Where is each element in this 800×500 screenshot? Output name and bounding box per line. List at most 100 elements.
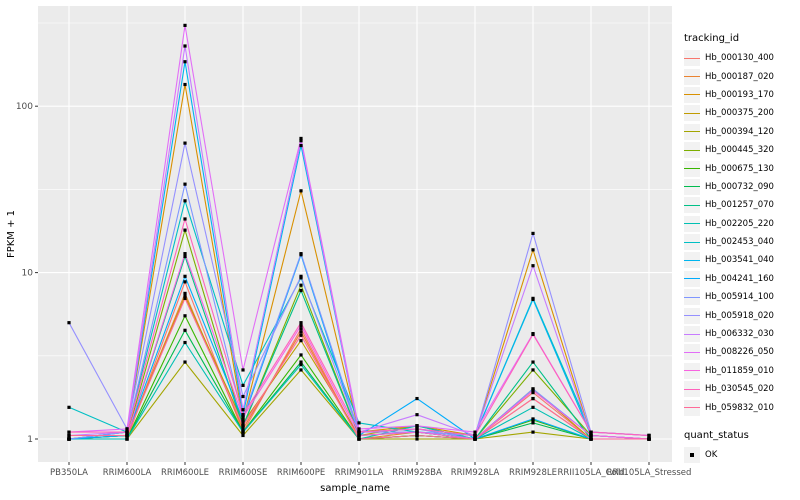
legend-line-swatch [684, 351, 700, 353]
legend-key [684, 50, 700, 67]
data-point [241, 433, 245, 438]
data-point [241, 383, 245, 387]
legend-item-label: Hb_008226_050 [705, 347, 774, 358]
data-point [241, 394, 245, 399]
legend-item-label: Hb_002205_220 [705, 218, 774, 229]
legend-item-label: Hb_011859_010 [705, 365, 774, 376]
legend-key [684, 326, 700, 343]
data-point [183, 328, 187, 332]
data-point [67, 437, 71, 441]
data-point [241, 408, 245, 412]
data-point [183, 217, 187, 221]
legend-item-label: Hb_059832_010 [705, 402, 774, 413]
data-point [531, 405, 535, 409]
data-point [299, 139, 303, 143]
data-point [415, 437, 419, 441]
y-tick-label: 100 [16, 102, 33, 112]
legend-line-swatch [684, 407, 700, 409]
legend-line-swatch [684, 76, 700, 78]
ok-point-icon [690, 453, 694, 457]
x-tick-label: RRII105LA_Cold [558, 468, 625, 478]
data-point [183, 60, 187, 64]
data-point [589, 437, 593, 441]
data-point [473, 437, 477, 441]
legend-item: Hb_030545_020 [684, 380, 796, 398]
data-point [647, 437, 651, 441]
legend-line-swatch [684, 296, 700, 298]
legend-item-label: Hb_002453_040 [705, 237, 774, 248]
data-point [473, 430, 477, 434]
data-point [357, 421, 361, 425]
data-point [299, 136, 303, 141]
x-axis-title: sample_name [320, 483, 390, 494]
legend-panel: tracking_id Hb_000130_400 Hb_000187_020 Hb… [684, 33, 796, 464]
data-point [183, 82, 187, 87]
data-point [531, 389, 535, 393]
y-tick-label: 10 [22, 269, 34, 279]
legend-line-swatch [684, 204, 700, 206]
data-point [183, 280, 187, 284]
data-point [531, 297, 535, 302]
data-point [241, 413, 245, 417]
legend-key [684, 381, 700, 398]
legend-line-swatch [684, 223, 700, 225]
x-tick-label: RRIM928BA [392, 468, 442, 478]
legend-item: Hb_000130_400 [684, 49, 796, 67]
x-tick-label: RRIM600PE [277, 468, 325, 478]
data-point [299, 368, 303, 372]
legend-item-label: Hb_005914_100 [705, 292, 774, 303]
data-point [357, 430, 361, 434]
data-point [531, 387, 535, 391]
data-point [183, 199, 187, 203]
data-point [183, 314, 187, 318]
data-point [531, 360, 535, 364]
data-point [589, 433, 593, 438]
x-tick-label: RRIM600LA [103, 468, 152, 478]
legend-item: Hb_008226_050 [684, 343, 796, 361]
legend-line-swatch [684, 241, 700, 243]
data-point [183, 274, 187, 278]
data-point [589, 430, 593, 434]
x-tick-label: RRII105LA_Stressed [607, 468, 692, 478]
data-point [299, 330, 303, 334]
data-point [183, 228, 187, 232]
x-tick-label: RRIM600SE [219, 468, 268, 478]
x-tick-label: RRIM600LE [161, 468, 209, 478]
legend-item-label: Hb_006332_030 [705, 329, 774, 340]
data-point [531, 332, 535, 337]
legend-key [684, 68, 700, 85]
data-point [183, 44, 187, 48]
legend-item-label: Hb_030545_020 [705, 384, 774, 395]
legend-item: Hb_000187_020 [684, 67, 796, 85]
data-point [67, 405, 71, 409]
data-point [357, 427, 361, 431]
data-point [415, 433, 419, 438]
legend-key [684, 86, 700, 103]
data-point [299, 288, 303, 293]
data-point [415, 396, 419, 401]
data-point [125, 427, 129, 431]
data-point [125, 433, 129, 438]
legend-item: Hb_005918_020 [684, 306, 796, 324]
legend-item-label: Hb_000394_120 [705, 126, 774, 137]
x-tick-label: RRIM928LE [509, 468, 557, 478]
data-point [299, 274, 303, 278]
legend-item-label: OK [705, 450, 718, 460]
data-point [241, 415, 245, 419]
legend-item-label: Hb_000375_200 [705, 108, 774, 119]
legend-key [684, 362, 700, 379]
y-tick-label: 1 [27, 435, 33, 445]
legend-item-label: Hb_000193_170 [705, 89, 774, 100]
legend-line-swatch [684, 186, 700, 188]
legend-item-label: Hb_000130_400 [705, 53, 774, 64]
legend-key [684, 344, 700, 361]
data-point [67, 430, 71, 434]
legend-key [684, 289, 700, 306]
data-point [241, 427, 245, 431]
legend-item: Hb_002205_220 [684, 215, 796, 233]
legend-item-label: Hb_005918_020 [705, 310, 774, 321]
data-point [241, 418, 245, 422]
data-point [241, 430, 245, 434]
data-point [531, 248, 535, 252]
